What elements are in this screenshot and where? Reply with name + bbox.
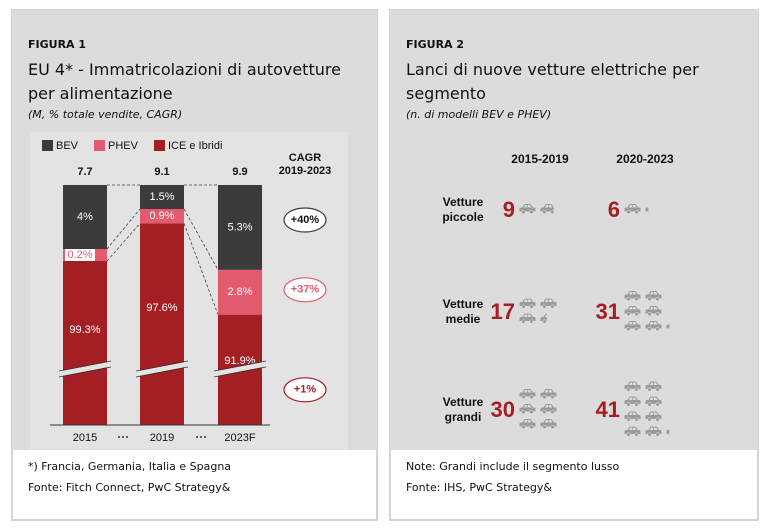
count-label: 41 bbox=[596, 397, 620, 422]
bar-segment bbox=[218, 269, 262, 315]
figure-label: FIGURA 2 bbox=[406, 38, 465, 51]
row-label: Vetture medie bbox=[442, 297, 484, 326]
row-label: Vetture piccole bbox=[442, 195, 484, 224]
axis-break bbox=[58, 366, 112, 378]
cagr-badge bbox=[283, 377, 327, 403]
legend-swatch bbox=[94, 140, 106, 151]
x-tick-label: 2023F bbox=[224, 432, 255, 444]
legend-swatch bbox=[42, 140, 53, 151]
axis-break bbox=[135, 361, 189, 377]
cagr-badge bbox=[283, 277, 327, 303]
value-label: 1.5% bbox=[149, 191, 174, 203]
note: Fonte: IHS, PwC Strategy& bbox=[406, 481, 552, 494]
value-label: 0.9% bbox=[149, 210, 174, 222]
legend-label: ICE e Ibridi bbox=[168, 140, 222, 152]
figure-title: Lanci di nuove vetture elettriche per se… bbox=[406, 60, 699, 103]
axis-break bbox=[135, 360, 189, 372]
legend-label: PHEV bbox=[108, 140, 139, 152]
note: Fonte: Fitch Connect, PwC Strategy& bbox=[28, 481, 231, 494]
chart-subtitle: (M, % totale vendite, CAGR) bbox=[28, 108, 183, 121]
connector bbox=[183, 223, 219, 315]
figure-label: FIGURA 1 bbox=[28, 38, 87, 51]
panel-2-fill bbox=[390, 10, 758, 450]
value-label: 99.3% bbox=[69, 324, 100, 336]
bar-segment bbox=[63, 185, 107, 249]
connector bbox=[183, 208, 219, 270]
value-label: 97.6% bbox=[146, 302, 177, 314]
note: Note: Grandi include il segmento lusso bbox=[406, 460, 620, 473]
bar-segment bbox=[140, 223, 184, 425]
bar-segment bbox=[140, 209, 184, 224]
count-label: 6 bbox=[608, 197, 620, 222]
column-header: 2020-2023 bbox=[616, 152, 674, 166]
row-label: Vetture grandi bbox=[442, 395, 484, 424]
axis-break bbox=[135, 366, 189, 378]
total-label: 9.9 bbox=[232, 166, 247, 178]
cagr-label: +1% bbox=[294, 384, 317, 396]
bar-segment bbox=[63, 261, 107, 425]
axis-break bbox=[213, 366, 267, 378]
x-tick-label: 2015 bbox=[73, 432, 97, 444]
chart-title: EU 4* - Immatricolazioni di autovetture … bbox=[28, 60, 341, 103]
figure-subtitle: (n. di modelli BEV e PHEV) bbox=[406, 108, 552, 121]
value-label: 5.3% bbox=[227, 221, 252, 233]
value-label: 2.8% bbox=[227, 286, 252, 298]
axis-break bbox=[213, 360, 267, 372]
axis-break bbox=[58, 361, 112, 377]
cagr-label: +40% bbox=[291, 214, 320, 226]
bar-segment bbox=[218, 185, 262, 270]
connector bbox=[106, 223, 141, 262]
cagr-label: +37% bbox=[291, 284, 320, 296]
cagr-badge bbox=[283, 207, 327, 233]
legend-swatch bbox=[153, 140, 165, 151]
count-label: 9 bbox=[503, 197, 515, 222]
axis-break bbox=[58, 360, 112, 372]
label-bg bbox=[65, 249, 95, 261]
value-label: 91.9% bbox=[224, 355, 255, 367]
value-label: 4% bbox=[77, 211, 93, 223]
x-tick-label: 2019 bbox=[150, 432, 174, 444]
bar-segment bbox=[140, 185, 184, 209]
value-label: 0.2% bbox=[67, 249, 92, 261]
cagr-title: CAGR 2019-2023 bbox=[278, 152, 332, 177]
total-label: 9.1 bbox=[154, 166, 169, 178]
legend-label: BEV bbox=[56, 140, 79, 152]
note: *) Francia, Germania, Italia e Spagna bbox=[28, 460, 232, 473]
count-label: 17 bbox=[491, 299, 515, 324]
total-label: 7.7 bbox=[77, 166, 92, 178]
count-label: 31 bbox=[596, 299, 620, 324]
ellipsis bbox=[118, 436, 206, 438]
axis-break bbox=[213, 361, 267, 377]
column-header: 2015-2019 bbox=[511, 152, 569, 166]
count-label: 30 bbox=[491, 397, 515, 422]
connector bbox=[106, 208, 141, 250]
